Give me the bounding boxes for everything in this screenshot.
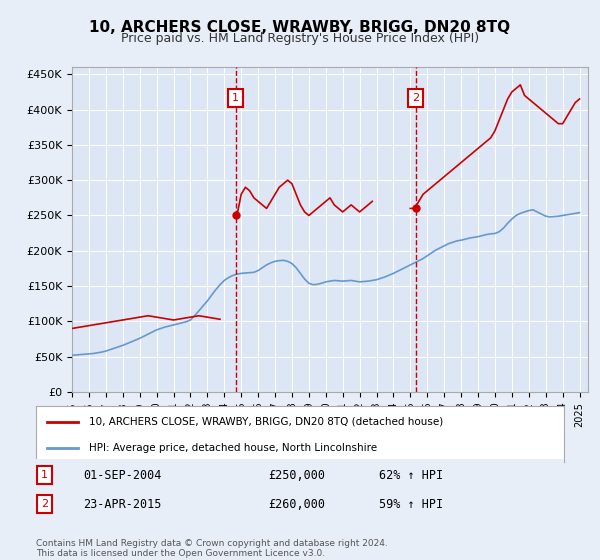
Text: HPI: Average price, detached house, North Lincolnshire: HPI: Average price, detached house, Nort…	[89, 443, 377, 453]
Text: 1: 1	[41, 470, 48, 480]
Text: 01-SEP-2004: 01-SEP-2004	[83, 469, 162, 482]
Text: 10, ARCHERS CLOSE, WRAWBY, BRIGG, DN20 8TQ: 10, ARCHERS CLOSE, WRAWBY, BRIGG, DN20 8…	[89, 20, 511, 35]
Text: £250,000: £250,000	[268, 469, 325, 482]
Text: 1: 1	[232, 93, 239, 103]
Text: 23-APR-2015: 23-APR-2015	[83, 498, 162, 511]
Text: 2: 2	[412, 93, 419, 103]
Text: Price paid vs. HM Land Registry's House Price Index (HPI): Price paid vs. HM Land Registry's House …	[121, 32, 479, 45]
Text: 10, ARCHERS CLOSE, WRAWBY, BRIGG, DN20 8TQ (detached house): 10, ARCHERS CLOSE, WRAWBY, BRIGG, DN20 8…	[89, 417, 443, 427]
Text: Contains HM Land Registry data © Crown copyright and database right 2024.
This d: Contains HM Land Registry data © Crown c…	[36, 539, 388, 558]
Text: 62% ↑ HPI: 62% ↑ HPI	[379, 469, 443, 482]
Text: £260,000: £260,000	[268, 498, 325, 511]
Text: 2: 2	[41, 500, 49, 510]
Text: 59% ↑ HPI: 59% ↑ HPI	[379, 498, 443, 511]
